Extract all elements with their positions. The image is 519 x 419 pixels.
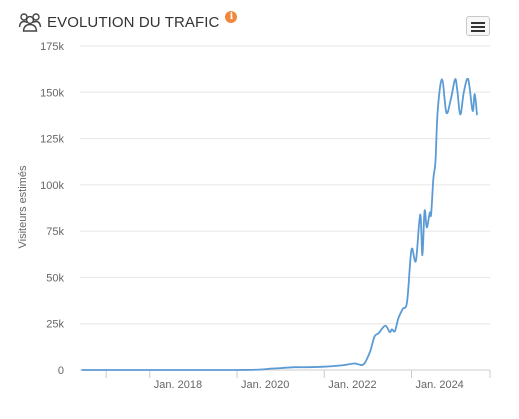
x-tick-label: Jan. 2018	[154, 379, 202, 391]
chart-header: EVOLUTION DU TRAFIC i	[18, 8, 238, 36]
y-tick-label: 150k	[40, 87, 64, 99]
y-tick-label: 100k	[40, 180, 64, 192]
y-tick-label: 175k	[40, 41, 64, 53]
x-axis: Jan. 2018 Jan. 2020 Jan. 2022 Jan. 2024	[105, 370, 491, 391]
info-icon[interactable]: i	[225, 11, 238, 23]
y-tick-label: 50k	[46, 272, 64, 284]
users-icon	[18, 11, 42, 33]
y-tick-label: 0	[58, 365, 64, 377]
x-tick-label: Jan. 2024	[415, 379, 463, 391]
x-tick-label: Jan. 2020	[241, 379, 289, 391]
series-line	[81, 77, 478, 371]
y-tick-label: 125k	[40, 134, 64, 146]
y-axis: 0 25k 50k 75k 100k 125k 150k 175k	[40, 41, 64, 377]
y-axis-title: Visiteurs estimés	[17, 165, 29, 248]
chart-title: EVOLUTION DU TRAFIC	[47, 13, 220, 31]
hamburger-menu-icon[interactable]	[466, 16, 490, 36]
x-tick-label: Jan. 2022	[328, 379, 376, 391]
y-tick-label: 75k	[46, 226, 64, 238]
series	[81, 77, 478, 371]
grid-lines	[80, 45, 490, 371]
y-tick-label: 25k	[46, 319, 64, 331]
